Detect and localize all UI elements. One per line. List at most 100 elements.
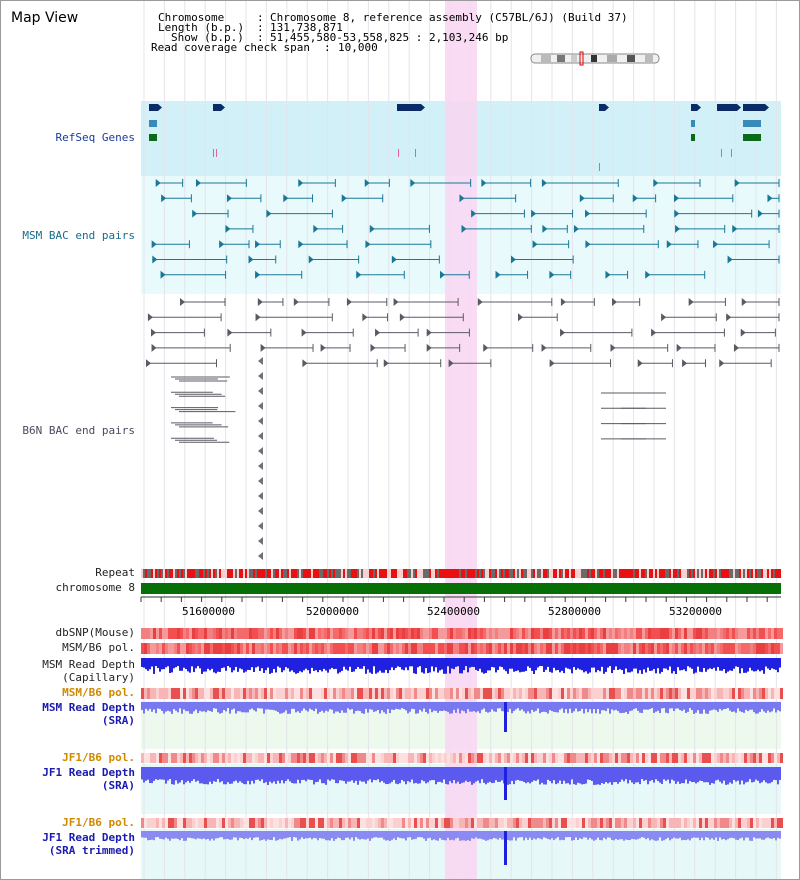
heat-cell (396, 688, 399, 699)
depth-bar (709, 658, 711, 669)
depth-bar (651, 658, 653, 671)
depth-bar (441, 702, 443, 712)
heat-cell (642, 688, 645, 699)
heat-cell (726, 643, 729, 654)
depth-bar (151, 658, 153, 667)
depth-bar (543, 831, 545, 838)
heat-cell (675, 643, 678, 654)
heat-cell (417, 688, 420, 699)
heat-cell (720, 643, 723, 654)
heat-cell (621, 628, 624, 639)
heat-cell (570, 753, 573, 763)
repeat-segment (239, 569, 241, 578)
repeat-segment (637, 569, 639, 578)
depth-bar (339, 702, 341, 714)
depth-bar (301, 767, 303, 780)
heat-cell (732, 643, 735, 654)
depth-bar (473, 831, 475, 839)
depth-bar (289, 767, 291, 782)
depth-bar (217, 831, 219, 839)
depth-bar (355, 767, 357, 781)
depth-bar (357, 767, 359, 785)
heat-cell (564, 688, 567, 699)
heat-cell (498, 628, 501, 639)
depth-bar (641, 831, 643, 838)
heat-cell (162, 628, 165, 639)
depth-bar (179, 831, 181, 841)
depth-bar (461, 767, 463, 783)
heat-cell (618, 643, 621, 654)
repeat-segment (535, 569, 537, 578)
depth-bar (363, 767, 365, 782)
depth-bar (665, 702, 667, 713)
depth-bar (649, 831, 651, 841)
depth-bar (201, 831, 203, 840)
depth-bar (141, 767, 143, 780)
heat-cell (330, 753, 333, 763)
heat-cell (375, 688, 378, 699)
heat-cell (606, 753, 609, 763)
repeat-segment (501, 569, 503, 578)
heat-cell (414, 643, 417, 654)
heat-cell (276, 818, 279, 828)
heat-cell (399, 818, 402, 828)
heat-cell (168, 688, 171, 699)
heat-cell (651, 753, 654, 763)
depth-bar (365, 702, 367, 709)
heat-cell (336, 628, 339, 639)
depth-bar (609, 831, 611, 838)
depth-bar (753, 767, 755, 782)
repeat-segment (485, 569, 487, 578)
heat-cell (411, 753, 414, 763)
depth-bar (283, 831, 285, 839)
bac-end-marker (673, 194, 679, 203)
depth-bar (647, 767, 649, 785)
depth-bar (209, 702, 211, 711)
header-length: Length (b.p.):131,738,871 (158, 22, 343, 33)
depth-bar (505, 658, 507, 672)
depth-bar (273, 702, 275, 711)
depth-bar (277, 702, 279, 712)
heat-cell (612, 818, 615, 828)
depth-bar (281, 831, 283, 840)
depth-bar (497, 831, 499, 840)
heat-cell (459, 818, 462, 828)
depth-bar (771, 702, 773, 712)
heat-cell (156, 753, 159, 763)
depth-bar (313, 658, 315, 671)
depth-bar (719, 767, 721, 782)
depth-bar (219, 831, 221, 838)
heat-cell (615, 818, 618, 828)
repeat-segment (333, 569, 335, 578)
heat-cell (603, 753, 606, 763)
heat-cell (681, 753, 684, 763)
depth-bar (773, 658, 775, 670)
heat-cell (507, 753, 510, 763)
heat-cell (648, 628, 651, 639)
depth-bar (369, 658, 371, 673)
heat-cell (690, 818, 693, 828)
depth-bar (319, 767, 321, 780)
heat-cell (468, 818, 471, 828)
depth-bar (231, 767, 233, 784)
depth-bar (247, 702, 249, 713)
depth-bar (573, 702, 575, 712)
depth-bar (593, 767, 595, 785)
heat-cell (471, 688, 474, 699)
heat-cell (768, 643, 771, 654)
heat-cell (480, 643, 483, 654)
heat-cell (228, 753, 231, 763)
heat-cell (234, 643, 237, 654)
header-coverage: Read coverage check span:10,000 (151, 42, 378, 53)
heat-cell (219, 628, 222, 639)
heat-cell (555, 643, 558, 654)
depth-bar (769, 767, 771, 784)
heat-cell (315, 818, 318, 828)
bac-end-marker (726, 313, 732, 322)
heat-cell (348, 753, 351, 763)
heat-cell (768, 753, 771, 763)
heat-cell (531, 688, 534, 699)
repeat-segment (297, 569, 299, 578)
depth-bar (417, 767, 419, 784)
